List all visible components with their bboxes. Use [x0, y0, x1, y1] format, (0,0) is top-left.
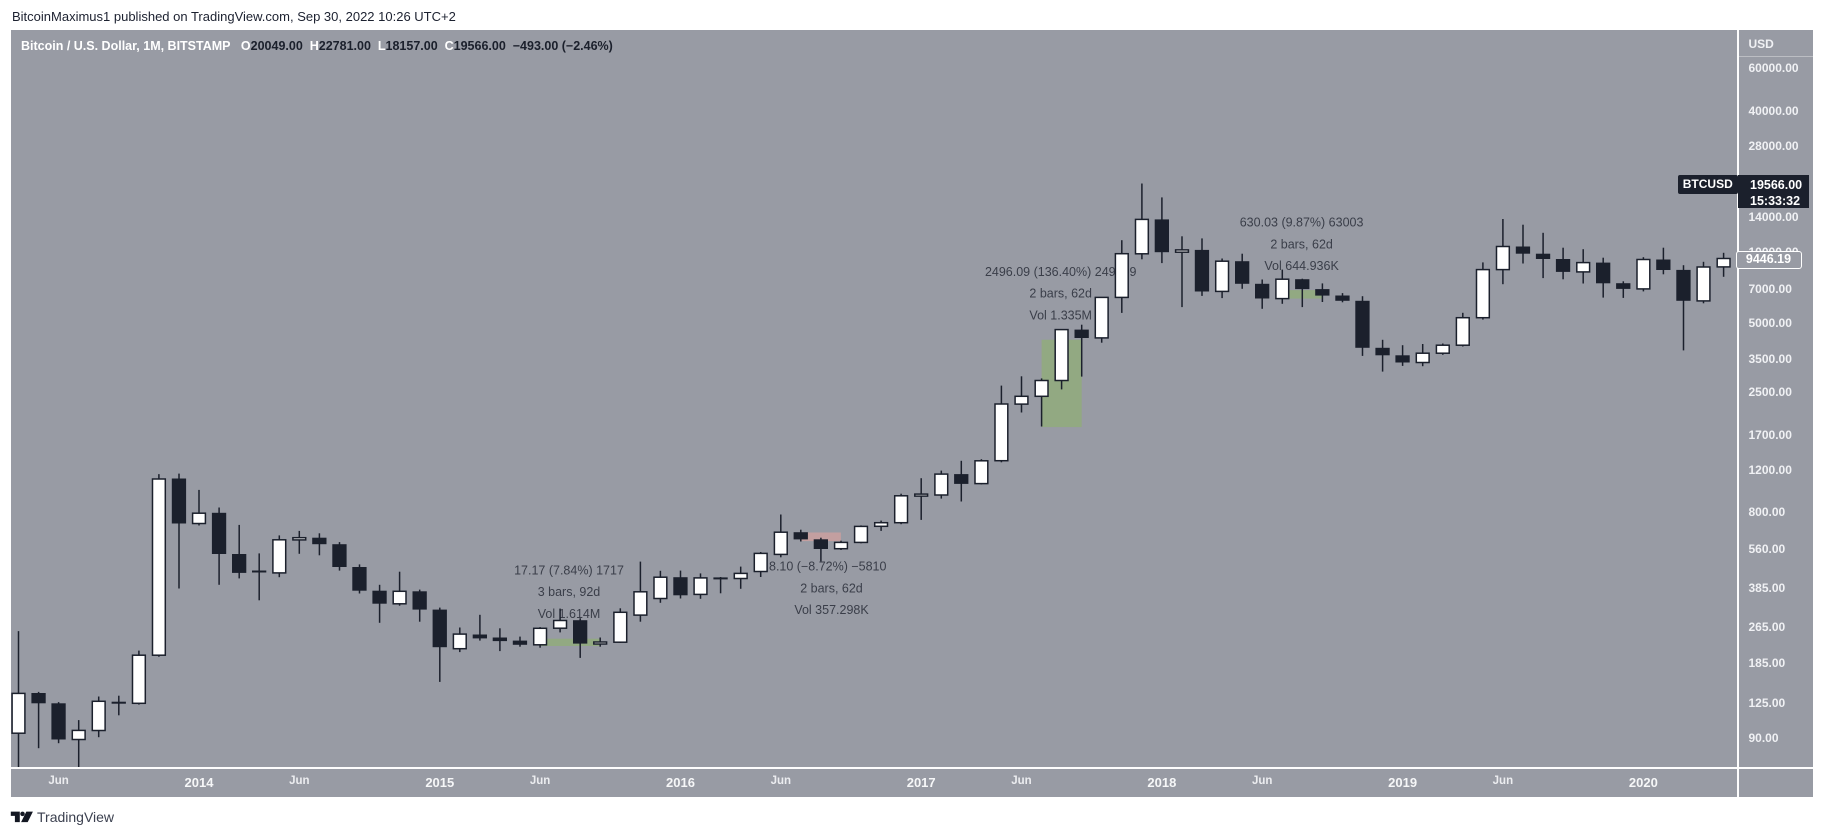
svg-text:630.03 (9.87%) 63003: 630.03 (9.87%) 63003 — [1240, 216, 1364, 230]
svg-text:2496.09 (136.40%) 249609: 2496.09 (136.40%) 249609 — [985, 265, 1137, 279]
svg-text:3 bars, 92d: 3 bars, 92d — [538, 585, 601, 599]
svg-text:8.10 (−8.72%) −5810: 8.10 (−8.72%) −5810 — [769, 560, 886, 574]
svg-text:Vol 1.614M: Vol 1.614M — [538, 607, 601, 621]
svg-text:2 bars, 62d: 2 bars, 62d — [1270, 237, 1333, 251]
svg-text:2 bars, 62d: 2 bars, 62d — [1029, 287, 1092, 301]
svg-text:17.17 (7.84%) 1717: 17.17 (7.84%) 1717 — [514, 563, 624, 577]
svg-text:2 bars, 62d: 2 bars, 62d — [800, 581, 863, 595]
svg-text:Vol 357.298K: Vol 357.298K — [794, 603, 869, 617]
svg-text:Vol 1.335M: Vol 1.335M — [1029, 309, 1092, 323]
svg-text:Vol 644.936K: Vol 644.936K — [1264, 259, 1339, 273]
